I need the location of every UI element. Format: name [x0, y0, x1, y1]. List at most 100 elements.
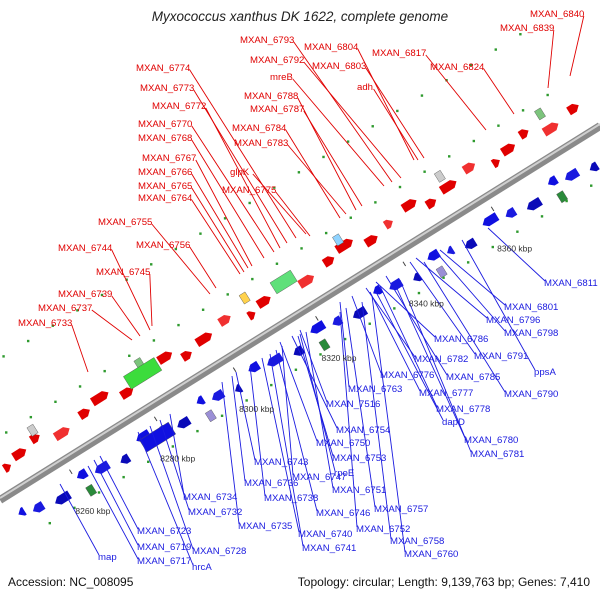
reverse-gene-label: MXAN_6780: [464, 435, 518, 446]
reverse-label-leader: [87, 465, 139, 560]
reverse-gene: [32, 501, 46, 513]
forward-gene: [461, 162, 476, 175]
reverse-gene: [120, 453, 132, 464]
forward-label-leader: [191, 199, 241, 275]
forward-label-leader: [357, 48, 415, 161]
reverse-label-leader: [369, 291, 421, 392]
lane-tick: [374, 201, 377, 204]
reverse-label-leader: [423, 261, 506, 393]
misc-feature: [26, 423, 39, 437]
forward-gene-label: MXAN_6737: [38, 303, 92, 314]
forward-gene: [1, 463, 12, 473]
forward-gene-label: MXAN_6774: [136, 63, 191, 74]
forward-gene-label: MXAN_6840: [530, 9, 584, 20]
lane-tick: [417, 291, 421, 295]
reverse-label-leader: [281, 345, 294, 476]
lane-tick: [248, 201, 251, 205]
lane-tick: [368, 322, 371, 325]
forward-label-leader: [111, 249, 151, 331]
lane-tick: [565, 199, 568, 203]
lane-tick: [251, 277, 254, 281]
position-tick: [490, 206, 495, 212]
forward-label-leader: [151, 223, 211, 295]
reverse-label-leader: [385, 275, 448, 376]
reverse-gene: [55, 490, 72, 505]
lane-tick: [2, 355, 5, 358]
reverse-gene-label: MXAN_6750: [316, 438, 370, 449]
forward-gene: [438, 180, 457, 195]
reverse-gene-label: MXAN_6734: [183, 492, 238, 503]
reverse-gene: [427, 248, 441, 261]
reverse-gene-label: rpoE: [334, 468, 354, 479]
reverse-gene-label: MXAN_6763: [348, 384, 402, 395]
misc-feature: [204, 409, 217, 423]
reverse-gene-label: MXAN_6753: [332, 453, 386, 464]
lane-tick: [150, 263, 153, 266]
reverse-gene: [447, 245, 456, 255]
lane-tick: [223, 217, 227, 220]
lane-tick: [76, 309, 79, 312]
reverse-gene-label: MXAN_6736: [244, 478, 298, 489]
forward-label-leader: [287, 144, 347, 215]
reverse-label-leader: [393, 281, 466, 439]
forward-gene-label: MXAN_6803: [312, 61, 366, 72]
reverse-label-leader: [339, 301, 350, 388]
forward-label-leader: [191, 173, 249, 269]
genome-summary-text: Topology: circular; Length: 9,139,763 bp…: [297, 575, 590, 589]
reverse-label-leader: [375, 291, 444, 421]
reverse-gene-label: MXAN_6754: [336, 425, 391, 436]
forward-gene-label: mreB: [270, 72, 293, 83]
position-tick-label: 8340 kbp: [409, 298, 444, 308]
forward-gene-label: MXAN_6773: [140, 83, 194, 94]
lane-tick: [346, 140, 350, 143]
reverse-label-leader: [461, 239, 536, 371]
forward-gene: [246, 311, 256, 321]
lane-tick: [396, 109, 399, 113]
forward-gene: [363, 235, 378, 248]
forward-gene: [77, 408, 90, 420]
reverse-gene: [94, 460, 111, 474]
reverse-label-leader: [345, 307, 376, 508]
forward-label-leader: [365, 67, 425, 159]
forward-gene-label: MXAN_6775: [222, 185, 276, 196]
forward-gene-label: MXAN_6787: [250, 104, 304, 115]
reverse-gene-label: MXAN_6740: [298, 529, 352, 540]
position-tick-label: 8260 kbp: [75, 506, 110, 516]
reverse-gene-label: MXAN_6723: [137, 526, 191, 537]
forward-gene-label: MXAN_6766: [138, 167, 192, 178]
lane-tick: [448, 155, 451, 158]
reverse-gene: [267, 352, 284, 367]
misc-feature: [556, 190, 569, 204]
lane-tick: [319, 353, 322, 356]
reverse-label-leader: [249, 365, 266, 497]
misc-feature: [433, 169, 446, 183]
reverse-gene-label: hrcA: [192, 562, 212, 573]
reverse-gene: [248, 360, 261, 373]
lane-tick: [128, 354, 131, 357]
reverse-label-leader: [99, 455, 139, 530]
reverse-gene: [373, 284, 384, 295]
reverse-label-leader: [435, 251, 506, 332]
lane-tick: [275, 262, 279, 265]
reverse-gene-label: map: [98, 552, 117, 563]
forward-label-leader: [191, 139, 265, 259]
lane-tick: [297, 171, 301, 174]
reverse-gene-label: MXAN_6738: [264, 493, 318, 504]
reverse-gene-label: MXAN_6776: [380, 370, 434, 381]
forward-gene: [424, 198, 437, 210]
forward-label-leader: [205, 107, 281, 249]
forward-label-leader: [547, 29, 555, 89]
forward-label-leader: [285, 129, 341, 219]
forward-label-leader: [425, 54, 487, 131]
forward-label-leader: [303, 110, 363, 207]
reverse-gene-label: MXAN_6778: [436, 404, 490, 415]
forward-gene: [28, 434, 40, 445]
reverse-gene-label: MXAN_6758: [390, 536, 444, 547]
lane-tick: [147, 460, 150, 464]
reverse-label-leader: [399, 279, 472, 453]
forward-gene: [566, 103, 579, 116]
misc-feature: [332, 233, 344, 247]
forward-label-leader: [293, 41, 393, 183]
forward-gene: [490, 158, 500, 169]
lane-tick: [590, 184, 593, 187]
